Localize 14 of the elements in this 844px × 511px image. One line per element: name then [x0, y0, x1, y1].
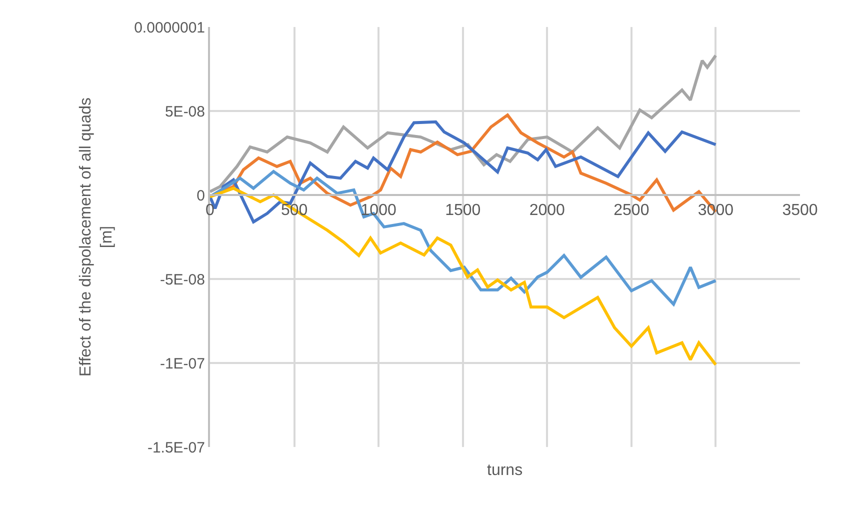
y-axis-title: Effect of the dispolacement of all quads [m]: [78, 98, 116, 376]
x-tick-label: 2500: [614, 202, 650, 220]
x-tick-label: 2000: [529, 202, 566, 220]
x-axis-title: turns: [487, 462, 523, 479]
y-tick-label: -1E-07: [160, 355, 205, 372]
y-tick-label: 5E-08: [164, 103, 205, 120]
x-tick-label: 3000: [698, 202, 734, 220]
x-tick-label: 3500: [782, 202, 818, 220]
y-tick-label: 0.0000001: [134, 19, 205, 36]
y-tick-label: -1.5E-07: [147, 439, 205, 456]
x-tick-label: 1500: [445, 202, 481, 220]
y-tick-label: 0: [196, 187, 205, 204]
y-tick-label: -5E-08: [160, 271, 205, 288]
line-series: [210, 54, 718, 194]
